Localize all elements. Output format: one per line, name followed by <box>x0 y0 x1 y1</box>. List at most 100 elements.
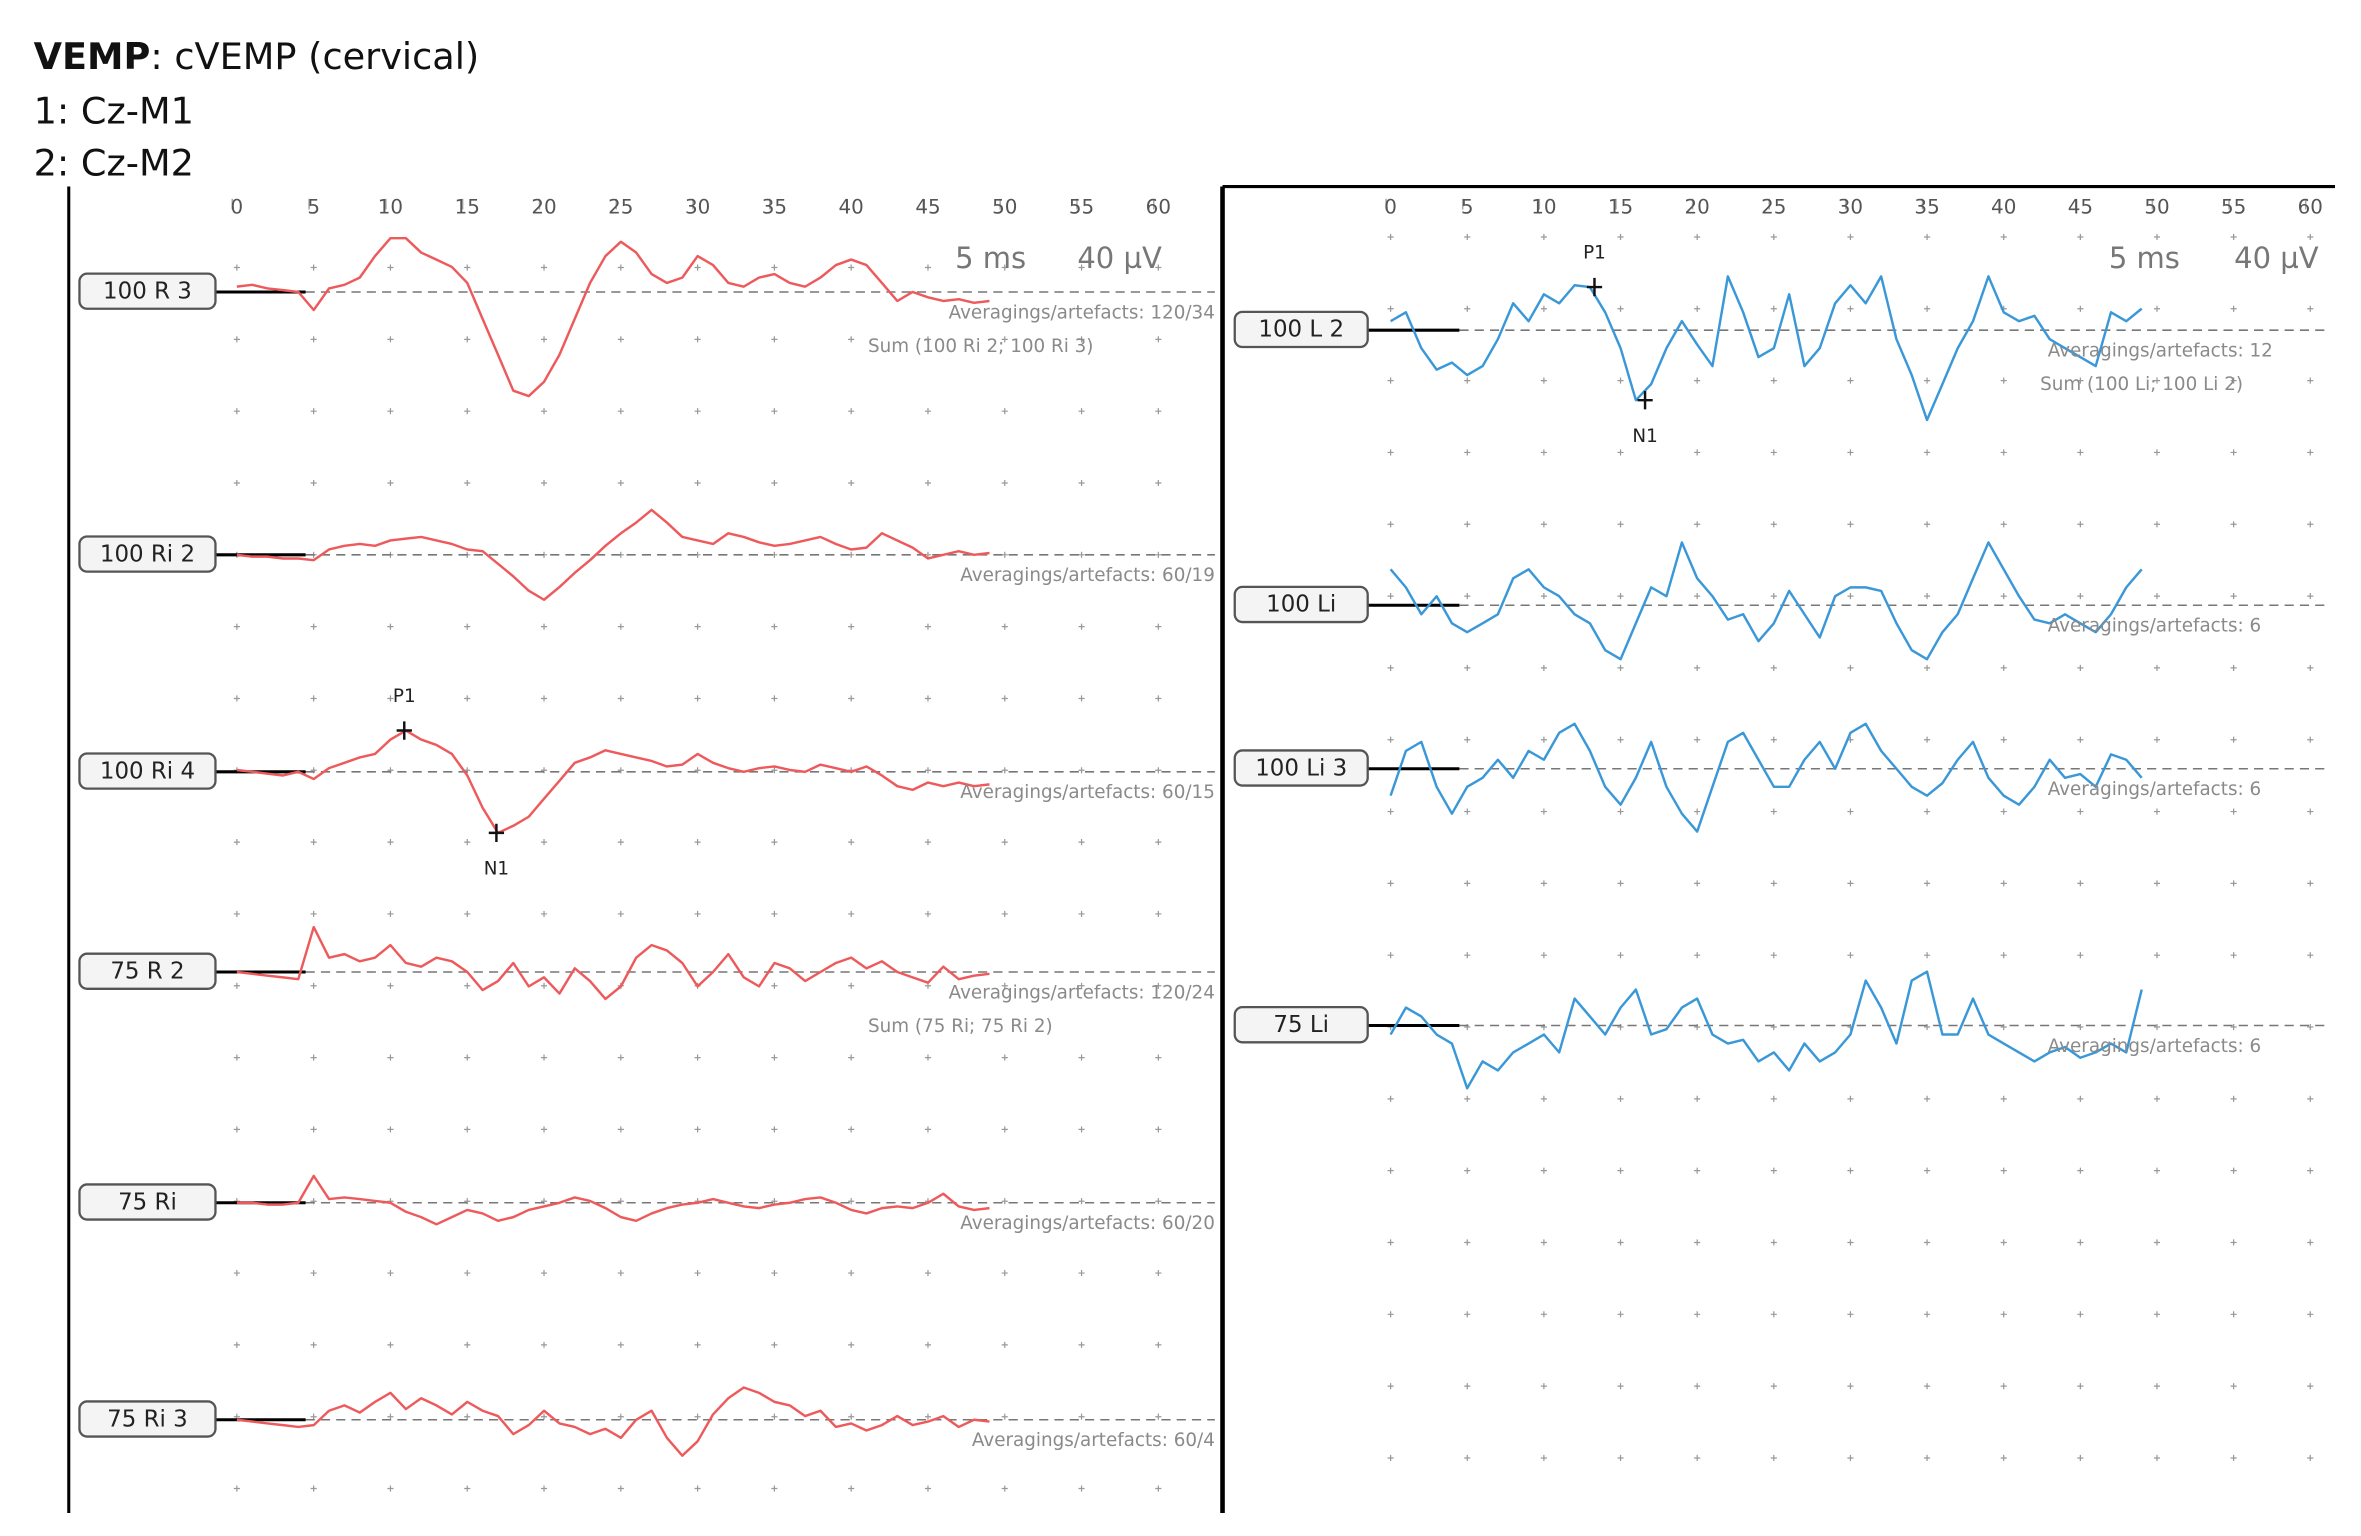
grid-dot <box>1847 1167 1854 1174</box>
grid-dot <box>2153 808 2161 815</box>
grid-dot <box>771 1341 778 1348</box>
grid-dot <box>1001 408 1008 415</box>
grid-dot <box>540 623 548 630</box>
grid-dot <box>2077 808 2084 815</box>
grid-dot <box>771 336 778 343</box>
grid-dot <box>310 479 317 487</box>
grid-dot <box>1694 1167 1701 1174</box>
grid-dot <box>1617 1383 1624 1390</box>
grid-dot <box>310 910 317 917</box>
grid-dot <box>1770 449 1777 456</box>
grid-dot <box>2000 377 2007 384</box>
grid-dot <box>848 982 855 989</box>
trace-label: 100 Ri 4 <box>100 758 195 784</box>
scale-time: 5 ms <box>955 241 1026 275</box>
grid-dot <box>1540 664 1547 671</box>
grid-dot <box>2153 377 2161 384</box>
trace-label-box <box>1233 585 1369 624</box>
grid-dot <box>694 695 701 702</box>
grid-dot <box>2230 1311 2237 1318</box>
grid-dot <box>848 1198 855 1205</box>
header-title-line: VEMP: cVEMP (cervical) <box>34 35 480 78</box>
grid-dot <box>1078 1126 1085 1133</box>
grid-dot <box>1540 305 1547 312</box>
grid-dot <box>1924 377 1931 384</box>
grid-dot <box>1155 1126 1162 1133</box>
trace-label: 75 R 2 <box>110 959 184 985</box>
grid-dot <box>1001 910 1008 917</box>
scale-time: 5 ms <box>2109 241 2180 275</box>
grid-dot <box>540 1485 548 1492</box>
grid-dot <box>1770 952 1777 959</box>
sum-info: Sum (100 Ri 2; 100 Ri 3) <box>868 336 1093 357</box>
grid-dot <box>1770 664 1777 671</box>
grid-dot <box>2153 1095 2161 1102</box>
grid-dot <box>387 695 394 702</box>
x-tick-label: 10 <box>1531 195 1556 218</box>
x-tick-label: 5 <box>1461 195 1474 218</box>
x-tick-label: 60 <box>2298 195 2323 218</box>
grid-dot <box>1847 377 1854 384</box>
grid-dot <box>464 479 471 487</box>
grid-dot <box>1387 1383 1394 1390</box>
grid-dot <box>694 623 701 630</box>
grid-dot <box>387 1269 394 1277</box>
peak-marker <box>1637 391 1653 410</box>
grid-dot <box>2000 1023 2007 1031</box>
grid-dot <box>2077 1383 2084 1390</box>
grid-dot <box>848 1413 855 1420</box>
channel: 1: Cz-M1 <box>34 90 194 133</box>
grid-dot <box>924 1413 932 1420</box>
grid-dot <box>2000 952 2007 959</box>
grid-dot <box>2307 736 2314 743</box>
grid-dot <box>1617 521 1624 528</box>
grid-dot <box>2077 1311 2084 1318</box>
averaging-info: Averagings/artefacts: 60/20 <box>960 1213 1215 1234</box>
grid-dot <box>1464 952 1471 959</box>
grid-dot <box>617 479 624 487</box>
grid-dot <box>2153 521 2161 528</box>
grid-dot <box>771 408 778 415</box>
grid-dot <box>464 1485 471 1492</box>
trace-label: 100 L 2 <box>1258 317 1344 343</box>
grid-dot <box>1847 1095 1854 1102</box>
grid-dot <box>2077 305 2084 312</box>
grid-dot <box>1694 1454 1701 1462</box>
grid-dot <box>2077 952 2084 959</box>
grid-dot <box>2230 1167 2237 1174</box>
grid-dot <box>2077 521 2084 528</box>
grid-dot <box>2230 1239 2237 1246</box>
grid-dot <box>387 910 394 917</box>
averaging-info: Averagings/artefacts: 120/24 <box>949 982 1215 1003</box>
grid-dot <box>1924 1095 1931 1102</box>
grid-dot <box>310 264 317 271</box>
grid-dot <box>1155 1198 1162 1205</box>
grid-dot <box>1464 736 1471 743</box>
grid-dot <box>1847 233 1854 241</box>
grid-dot <box>1770 377 1777 384</box>
grid-dot <box>310 695 317 702</box>
trace-label-box <box>78 1400 217 1438</box>
grid-dot <box>1464 233 1471 241</box>
grid-dot <box>1387 305 1394 312</box>
grid-dot <box>1387 808 1394 815</box>
grid-dot <box>2307 1239 2314 1246</box>
grid-dot <box>1078 839 1085 846</box>
grid-dot <box>2307 664 2314 671</box>
grid-dot <box>1847 1454 1854 1462</box>
peak-marker <box>396 721 412 740</box>
grid-dot <box>1694 664 1701 671</box>
grid-dot <box>233 1341 240 1348</box>
grid-dot <box>1464 1311 1471 1318</box>
grid-dot <box>2230 593 2237 600</box>
grid-dot <box>233 1269 240 1277</box>
grid-dot <box>2307 1167 2314 1174</box>
grid-dot <box>1770 593 1777 600</box>
grid-dot <box>694 910 701 917</box>
grid-dot <box>310 1054 317 1061</box>
grid-dot <box>848 1269 855 1277</box>
grid-dot <box>617 1413 624 1420</box>
waveform <box>236 1174 990 1226</box>
grid-dot <box>233 695 240 702</box>
grid-dot <box>924 408 932 415</box>
